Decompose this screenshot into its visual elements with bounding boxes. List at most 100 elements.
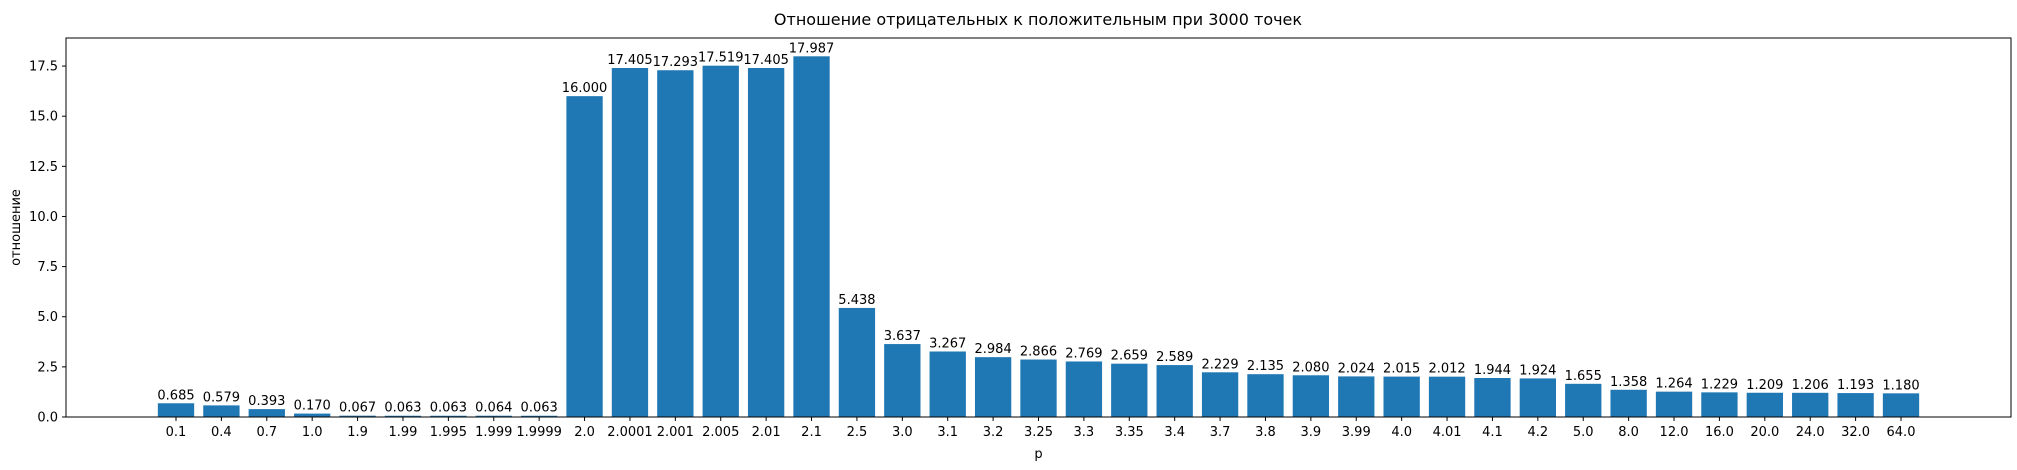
bar-1.9: [339, 415, 376, 417]
bar-1.9999: [521, 415, 558, 417]
bar-2.005: [702, 65, 739, 417]
bar-value-label: 5.438: [838, 293, 875, 308]
x-tick-label: 4.0: [1391, 425, 1412, 440]
bar-3.3: [1065, 361, 1103, 417]
bar-value-label: 16.000: [562, 81, 608, 96]
y-tick-label: 0.0: [37, 411, 58, 426]
bar-2.5: [838, 307, 876, 417]
x-tick-label: 3.8: [1255, 425, 1276, 440]
x-tick-label: 8.0: [1618, 425, 1639, 440]
y-axis-label: отношение: [9, 189, 24, 266]
bar-3.99: [1338, 376, 1375, 417]
bar-64.0: [1882, 393, 1920, 417]
bar-3.4: [1156, 365, 1193, 417]
x-tick-label: 2.01: [752, 425, 781, 440]
bar-2.0: [566, 96, 603, 418]
bar-20.0: [1746, 392, 1783, 417]
x-tick-label: 24.0: [1796, 425, 1825, 440]
x-tick-label: 0.7: [256, 425, 277, 440]
bar-0.7: [248, 409, 285, 417]
x-tick-label: 1.0: [302, 425, 323, 440]
x-tick-label: 16.0: [1705, 425, 1734, 440]
x-tick-label: 1.999: [475, 425, 512, 440]
bar-value-label: 17.293: [653, 55, 699, 70]
chart-title: Отношение отрицательных к положительным …: [774, 10, 1302, 29]
x-tick-label: 3.25: [1024, 425, 1053, 440]
x-tick-label: 2.0: [574, 425, 595, 440]
bar-value-label: 0.064: [475, 401, 512, 416]
x-tick-label: 2.001: [657, 425, 694, 440]
bar-value-label: 0.579: [203, 390, 240, 405]
y-tick-label: 7.5: [37, 260, 58, 275]
x-tick-label: 3.1: [937, 425, 958, 440]
bar-2.0001: [611, 67, 649, 417]
x-tick-label: 0.4: [211, 425, 232, 440]
bar-value-label: 0.170: [294, 399, 331, 414]
y-tick-label: 12.5: [29, 160, 58, 175]
bar-0.4: [203, 405, 240, 417]
x-tick-label: 12.0: [1660, 425, 1689, 440]
y-tick-label: 10.0: [29, 210, 58, 225]
bar-value-label: 1.944: [1474, 363, 1511, 378]
y-tick-label: 15.0: [29, 110, 58, 125]
bars-layer: [157, 56, 1920, 418]
bar-32.0: [1837, 393, 1874, 417]
bar-3.35: [1111, 363, 1148, 417]
x-axis-label: p: [1034, 447, 1042, 462]
x-tick-label: 2.1: [801, 425, 822, 440]
y-tick-label: 2.5: [37, 360, 58, 375]
plot-frame: [65, 37, 2012, 418]
bar-3.1: [929, 351, 966, 417]
bar-value-label: 2.984: [975, 342, 1012, 357]
x-tick-label: 3.4: [1164, 425, 1185, 440]
bar-2.01: [747, 67, 785, 417]
bar-3.2: [974, 357, 1012, 417]
bar-value-label: 2.769: [1065, 346, 1102, 361]
bar-value-label: 2.229: [1201, 357, 1238, 372]
bar-value-label: 2.024: [1338, 361, 1375, 376]
bar-value-label: 2.589: [1156, 350, 1193, 365]
bar-value-label: 0.063: [521, 401, 558, 416]
x-tick-label: 2.0001: [607, 425, 653, 440]
bar-value-label: 1.209: [1746, 378, 1783, 393]
bar-value-label: 3.637: [884, 329, 921, 344]
bar-value-label: 1.358: [1610, 375, 1647, 390]
x-tick-label: 1.9999: [516, 425, 562, 440]
x-tick-label: 3.9: [1301, 425, 1322, 440]
bar-16.0: [1701, 392, 1738, 417]
bar-value-label: 17.987: [789, 41, 835, 56]
x-tick-label: 3.99: [1342, 425, 1371, 440]
x-tick-label: 4.2: [1527, 425, 1548, 440]
bar-value-label: 3.267: [929, 336, 966, 351]
y-axis-ticks: 0.0 2.5 5.0 7.5 10.0 12.5 15.0 17.5: [29, 60, 66, 426]
bar-2.001: [657, 70, 694, 417]
bar-value-label: 1.206: [1792, 378, 1829, 393]
x-tick-label: 4.01: [1433, 425, 1462, 440]
x-tick-label: 32.0: [1841, 425, 1870, 440]
bar-value-label: 17.519: [698, 51, 744, 66]
bar-value-label: 2.659: [1111, 349, 1148, 364]
x-tick-label: 0.1: [166, 425, 187, 440]
x-tick-label: 3.35: [1115, 425, 1144, 440]
x-tick-label: 3.7: [1210, 425, 1231, 440]
bar-value-label: 0.063: [430, 401, 467, 416]
x-tick-label: 3.2: [983, 425, 1004, 440]
bar-value-label: 2.015: [1383, 362, 1420, 377]
bar-5.0: [1565, 383, 1602, 417]
bar-12.0: [1655, 391, 1693, 417]
bar-value-label: 17.405: [743, 53, 789, 68]
bar-3.8: [1247, 374, 1284, 417]
x-tick-label: 1.9: [347, 425, 368, 440]
bar-value-label: 1.264: [1655, 377, 1692, 392]
bar-4.1: [1474, 378, 1511, 417]
bar-1.0: [294, 413, 331, 417]
bar-labels-layer: 0.685 0.579 0.393 0.170 0.067 0.063 0.063 0.064…: [157, 41, 1919, 415]
bar-1.999: [475, 415, 512, 417]
bar-value-label: 2.866: [1020, 345, 1057, 360]
bar-1.995: [430, 415, 467, 417]
bar-value-label: 1.180: [1882, 378, 1919, 393]
x-tick-label: 1.99: [388, 425, 417, 440]
bar-value-label: 1.229: [1701, 377, 1738, 392]
bar-4.2: [1519, 378, 1556, 417]
